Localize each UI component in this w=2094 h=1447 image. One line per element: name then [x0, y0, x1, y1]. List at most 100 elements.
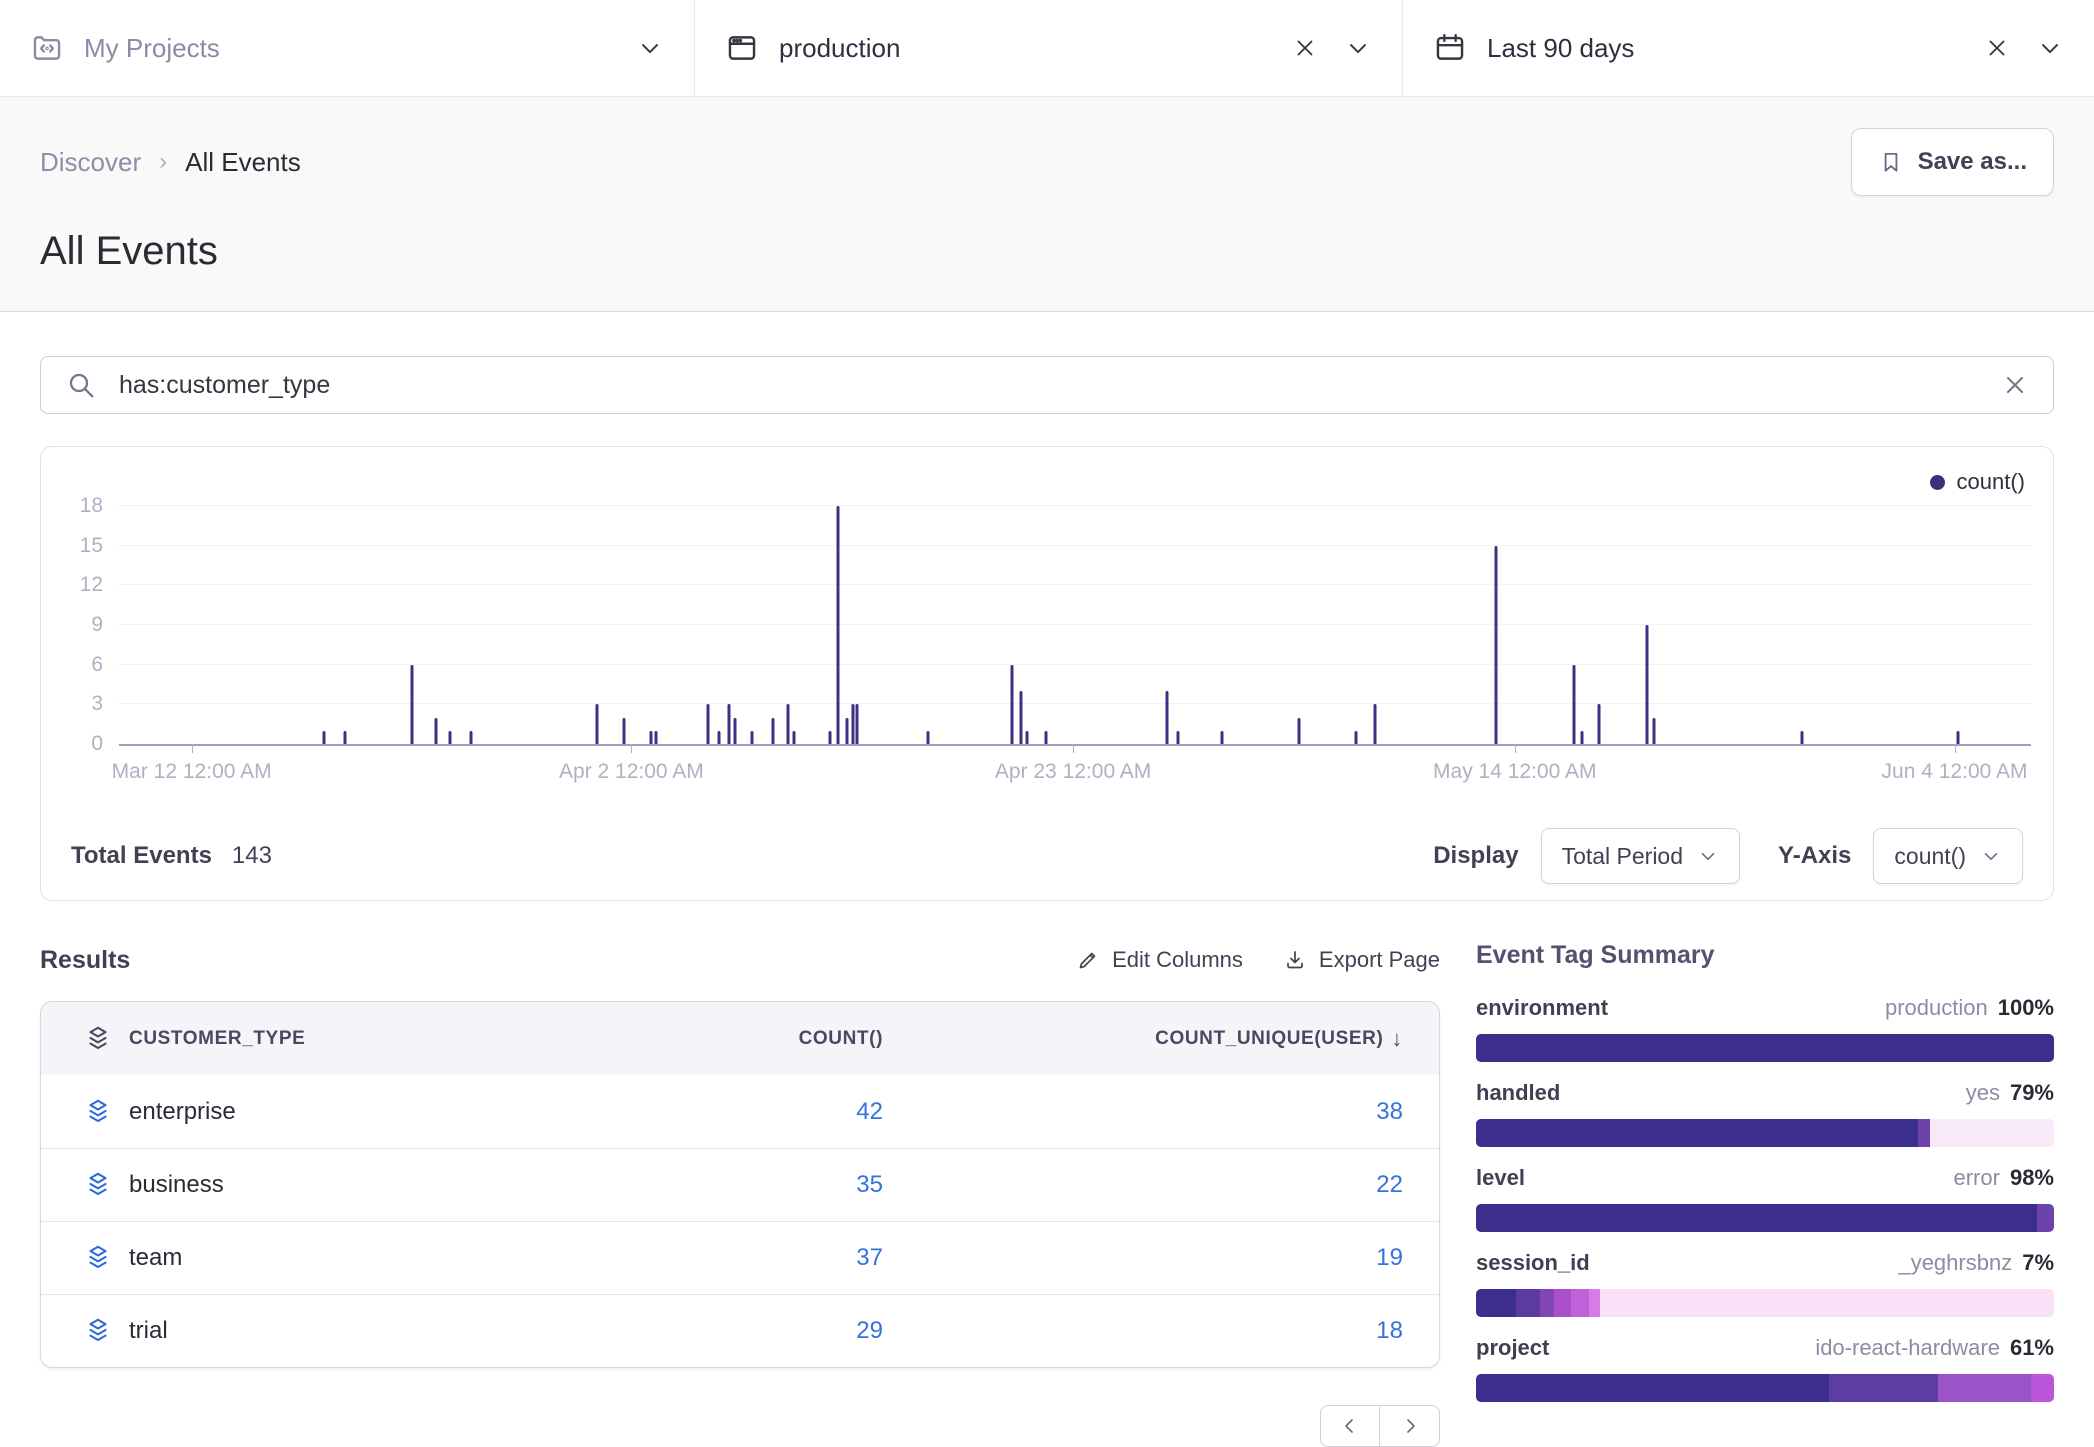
column-header-count[interactable]: COUNT(): [799, 1028, 883, 1050]
chart-bar[interactable]: [1957, 731, 1960, 744]
chart-bar[interactable]: [727, 704, 730, 744]
chart-bar[interactable]: [1374, 704, 1377, 744]
chart-bar[interactable]: [1580, 731, 1583, 744]
chart-bar[interactable]: [852, 704, 855, 744]
save-as-button[interactable]: Save as...: [1851, 128, 2054, 196]
table-row[interactable]: business3522: [41, 1148, 1439, 1221]
environment-filter[interactable]: production: [695, 0, 1403, 96]
export-page-button[interactable]: Export Page: [1283, 947, 1440, 973]
count-link[interactable]: 42: [856, 1098, 883, 1126]
count-unique-link[interactable]: 22: [1376, 1171, 1403, 1199]
clear-date-icon[interactable]: [1984, 35, 2010, 61]
date-range-filter[interactable]: Last 90 days: [1403, 0, 2094, 96]
tag-list: environmentproduction100%handledyes79%le…: [1476, 994, 2054, 1402]
chart-bar[interactable]: [649, 731, 652, 744]
gridline: [119, 545, 2031, 546]
yaxis-dropdown[interactable]: count(): [1873, 828, 2023, 884]
chevron-down-icon[interactable]: [636, 34, 664, 62]
display-dropdown-value: Total Period: [1562, 843, 1683, 870]
chart-bar[interactable]: [435, 718, 438, 744]
chart-bar[interactable]: [829, 731, 832, 744]
chart-bar[interactable]: [1020, 691, 1023, 744]
tag-percentage: 7%: [2022, 1249, 2054, 1277]
tag-bar-segment: [1554, 1289, 1571, 1317]
tag-bar-segment: [1600, 1289, 2054, 1317]
chart-bar[interactable]: [596, 704, 599, 744]
chevron-down-icon[interactable]: [2036, 34, 2064, 62]
chart-bar[interactable]: [1653, 718, 1656, 744]
tag-distribution-bar[interactable]: [1476, 1034, 2054, 1062]
chart-bar[interactable]: [410, 665, 413, 744]
tag-distribution-bar[interactable]: [1476, 1374, 2054, 1402]
previous-page-button[interactable]: [1320, 1405, 1380, 1447]
chart-bar[interactable]: [1800, 731, 1803, 744]
table-row[interactable]: trial2918: [41, 1294, 1439, 1367]
x-axis-tick: [192, 744, 193, 753]
chart-bar[interactable]: [792, 731, 795, 744]
layers-icon: [67, 1170, 129, 1200]
clear-environment-icon[interactable]: [1292, 35, 1318, 61]
chart-bar[interactable]: [926, 731, 929, 744]
chevron-down-icon[interactable]: [1344, 34, 1372, 62]
chart-bar[interactable]: [1355, 731, 1358, 744]
chart-bar[interactable]: [622, 718, 625, 744]
pagination: [40, 1405, 1440, 1447]
chart-bar[interactable]: [1297, 718, 1300, 744]
chart-bar[interactable]: [1177, 731, 1180, 744]
count-link[interactable]: 29: [856, 1317, 883, 1345]
project-filter[interactable]: My Projects: [0, 0, 695, 96]
chart-bar[interactable]: [856, 704, 859, 744]
tag-distribution-bar[interactable]: [1476, 1119, 2054, 1147]
calendar-icon: [1433, 31, 1467, 65]
chart-bar[interactable]: [343, 731, 346, 744]
table-row[interactable]: enterprise4238: [41, 1075, 1439, 1148]
x-axis-tick-label: Apr 2 12:00 AM: [559, 760, 704, 784]
tag-distribution-bar[interactable]: [1476, 1204, 2054, 1232]
chart-bar[interactable]: [771, 718, 774, 744]
breadcrumb-discover-link[interactable]: Discover: [40, 147, 141, 178]
chart-bar[interactable]: [1165, 691, 1168, 744]
chart-bar[interactable]: [1221, 731, 1224, 744]
tag-percentage: 100%: [1998, 994, 2054, 1022]
chart-bar[interactable]: [322, 731, 325, 744]
chart-bar[interactable]: [448, 731, 451, 744]
table-row[interactable]: team3719: [41, 1221, 1439, 1294]
search-input[interactable]: [117, 370, 1981, 401]
chart-plot[interactable]: 0369121518: [119, 508, 2031, 746]
column-header-customer-type[interactable]: CUSTOMER_TYPE: [129, 1028, 603, 1050]
column-header-count-unique[interactable]: COUNT_UNIQUE(USER) ↓: [1155, 1026, 1403, 1052]
environment-filter-label: production: [779, 33, 900, 64]
count-link[interactable]: 37: [856, 1244, 883, 1272]
chart-bar[interactable]: [836, 506, 839, 744]
download-icon: [1283, 948, 1307, 972]
chart-bar[interactable]: [1010, 665, 1013, 744]
chart-bar[interactable]: [750, 731, 753, 744]
tag-bar-segment: [1476, 1119, 1918, 1147]
chart-bar[interactable]: [1494, 546, 1497, 744]
chart-bar[interactable]: [733, 718, 736, 744]
count-unique-link[interactable]: 19: [1376, 1244, 1403, 1272]
chart-bar[interactable]: [846, 718, 849, 744]
x-axis-tick: [631, 744, 632, 753]
clear-search-icon[interactable]: [2001, 371, 2029, 399]
chart-bar[interactable]: [706, 704, 709, 744]
chart-bar[interactable]: [469, 731, 472, 744]
next-page-button[interactable]: [1380, 1405, 1440, 1447]
chart-legend[interactable]: count(): [1930, 469, 2025, 495]
chart-bar[interactable]: [1026, 731, 1029, 744]
display-dropdown[interactable]: Total Period: [1541, 828, 1740, 884]
chart-bar[interactable]: [655, 731, 658, 744]
tag-distribution-bar[interactable]: [1476, 1289, 2054, 1317]
chart-bar[interactable]: [1045, 731, 1048, 744]
count-link[interactable]: 35: [856, 1171, 883, 1199]
count-unique-link[interactable]: 38: [1376, 1098, 1403, 1126]
breadcrumb: Discover › All Events: [40, 147, 301, 178]
chart-bar[interactable]: [1597, 704, 1600, 744]
edit-columns-button[interactable]: Edit Columns: [1076, 947, 1243, 973]
count-unique-link[interactable]: 18: [1376, 1317, 1403, 1345]
tag-bar-segment: [1571, 1289, 1588, 1317]
chart-bar[interactable]: [1645, 625, 1648, 744]
chart-bar[interactable]: [718, 731, 721, 744]
chart-bar[interactable]: [1573, 665, 1576, 744]
chart-bar[interactable]: [787, 704, 790, 744]
